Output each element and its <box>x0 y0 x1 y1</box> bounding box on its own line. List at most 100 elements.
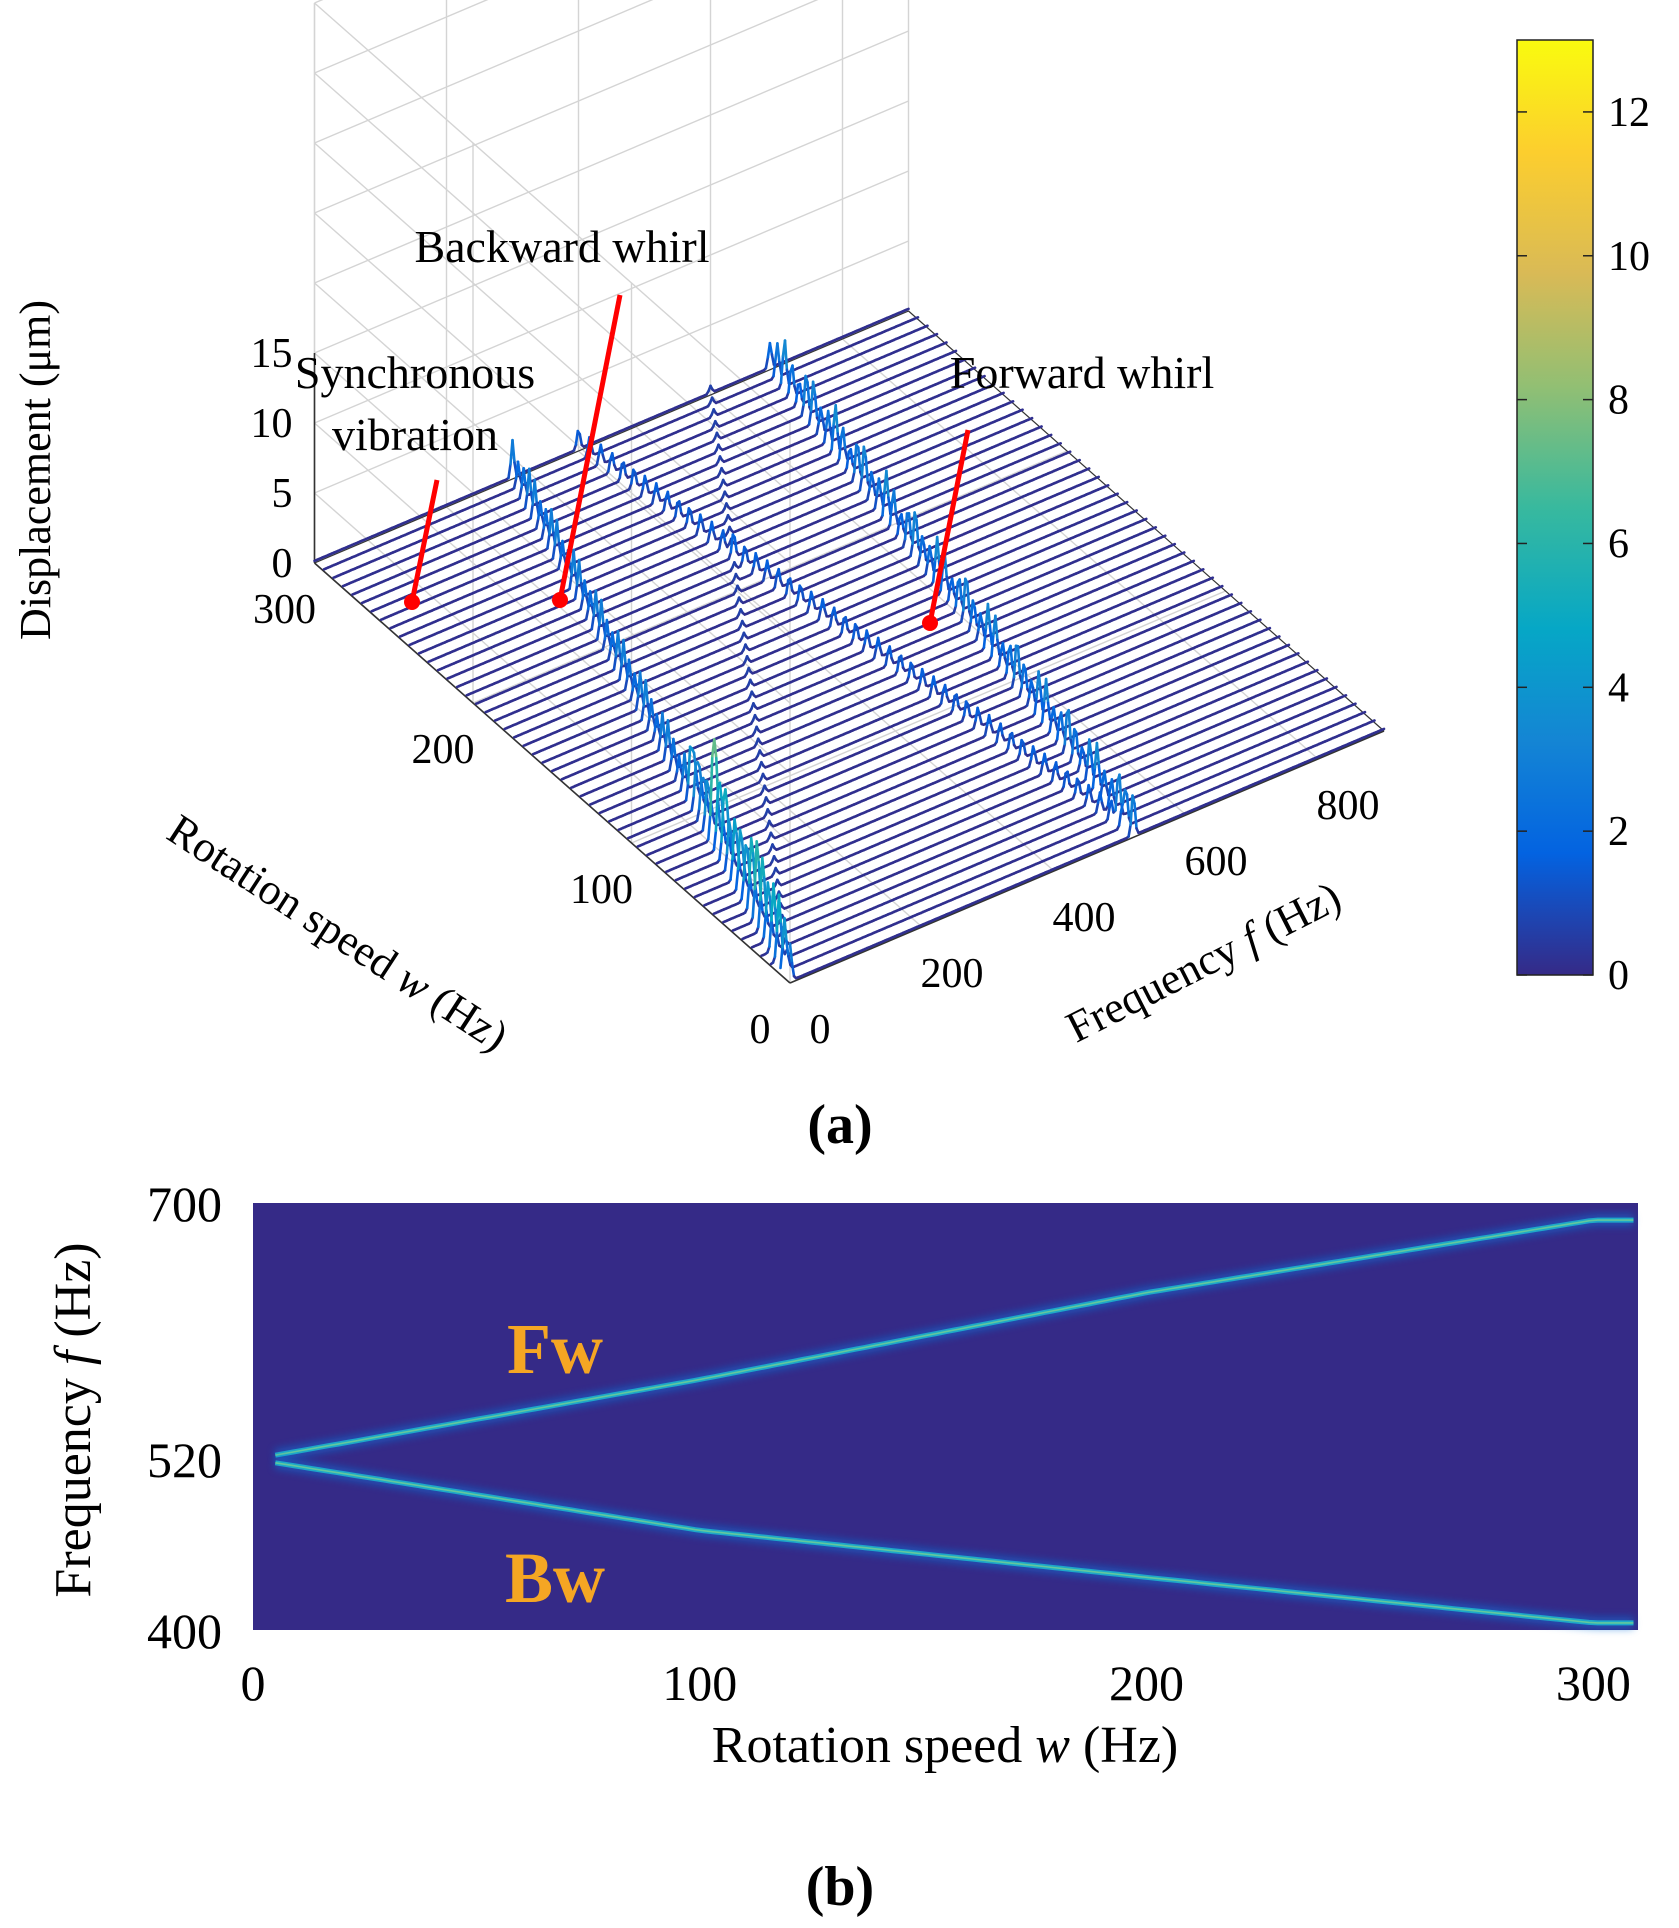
trace-segment <box>905 307 910 312</box>
trace-segment <box>549 508 555 534</box>
trace-segment <box>776 342 781 364</box>
trace-segment <box>733 536 739 554</box>
trace-segment <box>834 403 840 435</box>
trace-segment <box>826 409 832 429</box>
back-wall-gridline <box>314 0 819 214</box>
trace-segment <box>787 370 792 394</box>
trace-segment <box>538 500 544 519</box>
trace-segment <box>806 380 811 409</box>
trace-segment <box>856 446 862 474</box>
trace-segment <box>841 426 847 452</box>
trace-segment <box>650 492 656 505</box>
side-wall-gridline <box>314 72 791 494</box>
waterfall-traces <box>313 307 1386 980</box>
trace-segment <box>700 520 706 533</box>
trace-segment <box>783 339 789 372</box>
box-edge <box>314 310 909 564</box>
floor-gridline <box>842 338 1319 760</box>
x-axis-line <box>789 730 1385 984</box>
floor-gridline <box>710 394 1187 816</box>
trace-segment <box>595 453 601 467</box>
trace-segment <box>557 557 562 571</box>
trace-segment <box>606 458 612 473</box>
trace-segment <box>873 493 879 510</box>
trace-segment <box>864 455 870 484</box>
trace-segment <box>798 382 804 401</box>
trace-segment <box>813 393 819 420</box>
trace-segment <box>618 463 624 479</box>
trace-segment <box>633 471 639 485</box>
trace-segment <box>802 374 807 407</box>
back-wall-gridline <box>314 0 654 144</box>
trace-segment <box>645 481 651 494</box>
trace-segment <box>666 490 672 505</box>
trace-segment <box>1028 416 1034 421</box>
trace-segment <box>1047 433 1053 438</box>
trace-segment <box>599 598 605 625</box>
trace-segment <box>568 573 573 591</box>
trace-segment <box>721 529 727 544</box>
trace-segment <box>914 315 920 320</box>
trace-segment <box>933 332 939 337</box>
trace-segment <box>877 477 883 494</box>
trace-segment <box>866 488 871 501</box>
trace-segment <box>574 429 580 447</box>
floor-gridline <box>446 506 923 928</box>
trace-segment <box>572 548 577 575</box>
trace-segment <box>1019 408 1024 412</box>
trace-segment <box>533 478 539 505</box>
trace-segment <box>821 417 826 432</box>
back-wall-gridline <box>314 240 909 494</box>
trace-segment <box>819 406 824 420</box>
trace-segment <box>710 520 716 534</box>
floor-gridline <box>631 590 1226 844</box>
back-wall-gridline <box>314 0 324 4</box>
trace-segment <box>599 443 605 457</box>
trace-segment <box>849 447 855 466</box>
trace-segment <box>573 583 579 601</box>
trace-segment <box>924 324 929 328</box>
floor-gridline <box>578 450 1055 872</box>
trace-segment <box>1038 425 1043 429</box>
trace-segment <box>534 517 540 530</box>
trace-segment <box>584 607 590 621</box>
trace-segment <box>522 466 527 487</box>
trace-segment <box>685 507 691 524</box>
trace-segment <box>1009 399 1015 404</box>
trace-segment <box>811 380 817 397</box>
trace-segment <box>544 507 550 528</box>
trace-segment <box>768 341 774 356</box>
trace-segment <box>858 475 864 492</box>
trace-segment <box>610 451 616 467</box>
trace-segment <box>764 355 770 370</box>
trace-segment <box>518 485 523 500</box>
trace-segment <box>639 487 645 498</box>
back-wall-gridline <box>314 170 909 424</box>
trace-segment <box>578 432 584 447</box>
trace-segment <box>629 468 635 485</box>
trace-segment <box>815 422 820 436</box>
trace-segment <box>546 532 551 550</box>
trace-segment <box>770 353 776 366</box>
back-wall-gridline <box>314 30 909 284</box>
trace-segment <box>527 467 533 494</box>
trace-segment <box>800 403 805 418</box>
trace-segment <box>706 530 712 544</box>
side-wall-gridline <box>314 492 791 914</box>
trace-segment <box>673 501 679 518</box>
box-edge <box>908 310 1385 732</box>
trace-segment <box>772 357 777 378</box>
trace-segment <box>654 482 660 495</box>
trace-segment <box>791 364 796 388</box>
trace-segment <box>677 500 683 515</box>
trace-segment <box>594 589 600 615</box>
trace-segment <box>516 460 522 479</box>
trace-segment <box>850 470 856 483</box>
back-wall-gridline <box>314 0 489 74</box>
side-wall-gridline <box>314 212 791 634</box>
trace-segment <box>756 559 762 571</box>
trace-segment <box>740 545 746 562</box>
trace-segment <box>540 526 546 540</box>
